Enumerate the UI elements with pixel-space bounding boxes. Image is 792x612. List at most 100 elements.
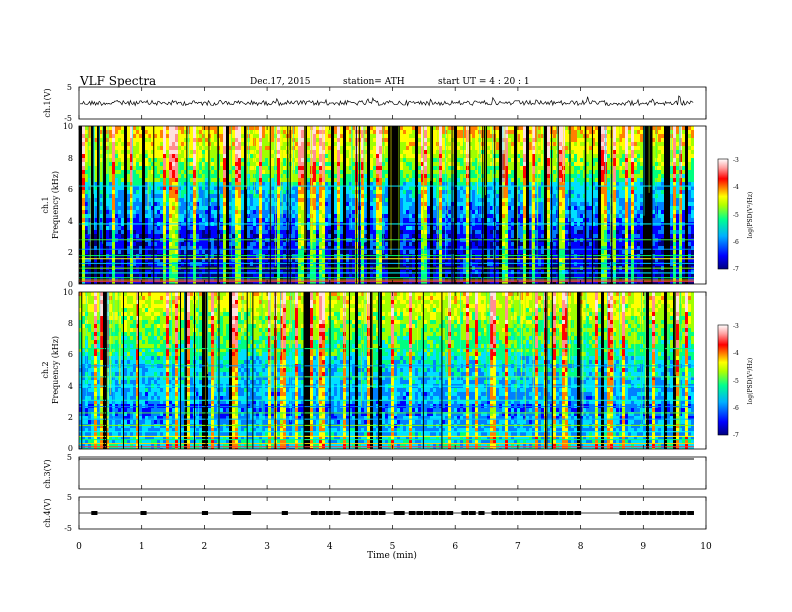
spectrogram-cell <box>673 218 677 223</box>
spectrogram-cell <box>100 162 104 167</box>
spectrogram-cell <box>178 138 182 143</box>
spectrogram-cell <box>613 142 617 147</box>
spectrogram-cell <box>325 158 329 163</box>
spectrogram-cell <box>316 214 320 219</box>
spectrogram-cell <box>562 198 566 203</box>
spectrogram-cell <box>652 182 656 187</box>
spectrogram-cell <box>349 162 353 167</box>
spectrogram-cell <box>118 210 122 215</box>
spectrogram-cell <box>652 210 656 215</box>
spectrogram-cell <box>268 186 272 191</box>
spectrogram-cell <box>112 182 116 187</box>
spectrogram-cell <box>658 138 662 143</box>
spectrogram-cell <box>331 146 335 151</box>
spectrogram-cell <box>163 130 167 135</box>
spectrogram-cell <box>682 214 686 219</box>
spectrogram-cell <box>364 186 368 191</box>
spectrogram-cell <box>223 154 227 159</box>
spectrogram-cell <box>691 182 694 187</box>
spectrogram-cell <box>316 138 320 143</box>
spectrogram-cell <box>151 134 155 139</box>
spectrogram-cell <box>208 202 212 207</box>
spectrogram-cell <box>115 150 119 155</box>
spectrogram-cell <box>280 162 284 167</box>
spectrogram-cell <box>370 142 374 147</box>
spectrogram-cell <box>223 170 227 175</box>
spectrogram-cell <box>394 198 398 203</box>
spectrogram-cell <box>124 202 128 207</box>
spectrogram-cell <box>508 162 512 167</box>
spectrogram-cell <box>328 182 332 187</box>
spectrogram-cell <box>370 162 374 167</box>
spectrogram-cell <box>112 130 116 135</box>
spectrogram-cell <box>679 194 683 199</box>
spectrogram-cell <box>268 206 272 211</box>
spectrogram-cell <box>442 190 446 195</box>
spectrogram-cell <box>460 202 464 207</box>
spectrogram-cell <box>553 182 557 187</box>
spectrogram-cell <box>139 142 143 147</box>
spectrogram-cell <box>556 142 560 147</box>
spectrogram-cell <box>214 190 218 195</box>
spectrogram-cell <box>532 142 536 147</box>
spectrogram-cell <box>364 194 368 199</box>
spectrogram-cell <box>199 150 203 155</box>
spectrogram-cell <box>685 166 689 171</box>
spectrogram-cell <box>439 126 443 131</box>
spectrogram-cell <box>277 202 281 207</box>
spectrogram-cell <box>214 126 218 131</box>
spectrogram-cell <box>187 214 191 219</box>
spectrogram-cell <box>118 206 122 211</box>
spectrogram-cell <box>331 150 335 155</box>
spectrogram-cell <box>97 166 101 171</box>
spectrogram-cell <box>409 158 413 163</box>
spectrogram-cell <box>619 206 623 211</box>
spectrogram-cell <box>472 186 476 191</box>
spectrogram-cell <box>394 126 398 131</box>
spectrogram-cell <box>97 150 101 155</box>
spectrogram-cell <box>661 158 665 163</box>
spectrogram-cell <box>388 154 392 159</box>
spectrogram-cell <box>505 214 509 219</box>
spectrogram-cell <box>409 154 413 159</box>
spectrogram-cell <box>445 154 449 159</box>
spectrogram-cell <box>658 206 662 211</box>
spectrogram-cell <box>259 178 263 183</box>
spectrogram-cell <box>283 178 287 183</box>
spectrogram-cell <box>499 178 503 183</box>
spectrogram-cell <box>505 174 509 179</box>
spectrogram-cell <box>670 202 674 207</box>
spectrogram-cell <box>214 150 218 155</box>
spectrogram-cell <box>112 166 116 171</box>
spectrogram-cell <box>229 126 233 131</box>
spectrogram-cell <box>241 174 245 179</box>
spectrogram-cell <box>412 150 416 155</box>
spectrogram-cell <box>457 198 461 203</box>
spectrogram-cell <box>385 162 389 167</box>
spectrogram-cell <box>652 202 656 207</box>
spectrogram-cell <box>526 190 530 195</box>
spectrogram-cell <box>139 182 143 187</box>
spectrogram-cell <box>394 142 398 147</box>
spectrogram-cell <box>250 126 254 131</box>
spectrogram-cell <box>664 178 668 183</box>
spectrogram-cell <box>463 198 467 203</box>
spectrogram-cell <box>655 130 659 135</box>
spectrogram-cell <box>373 214 377 219</box>
spectrogram-cell <box>511 158 515 163</box>
spectrogram-cell <box>406 138 410 143</box>
spectrogram-cell <box>97 190 101 195</box>
spectrogram-cell <box>145 138 149 143</box>
spectrogram-cell <box>136 138 140 143</box>
spectrogram-cell <box>562 206 566 211</box>
spectrogram-cell <box>175 210 179 215</box>
spectrogram-cell <box>334 210 338 215</box>
spectrogram-cell <box>85 150 89 155</box>
spectrogram-cell <box>238 134 242 139</box>
spectrogram-cell <box>460 130 464 135</box>
spectrogram-cell <box>391 186 395 191</box>
spectrogram-cell <box>130 146 134 151</box>
spectrogram-cell <box>607 138 611 143</box>
spectrogram-cell <box>328 138 332 143</box>
spectrogram-cell <box>154 210 158 215</box>
